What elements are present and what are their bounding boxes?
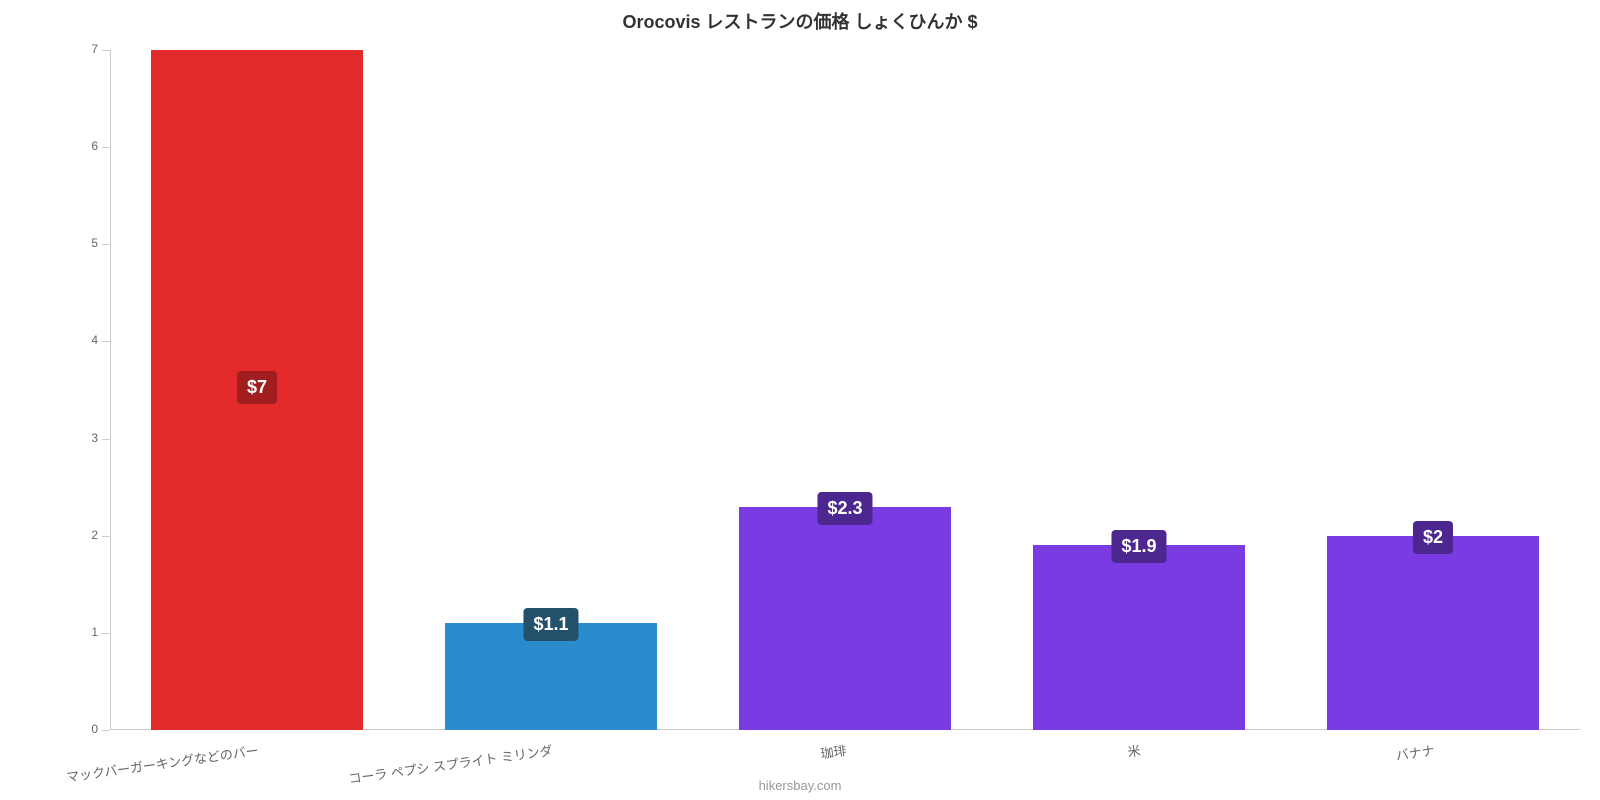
y-tick-mark bbox=[102, 244, 110, 245]
bar: $7 bbox=[151, 50, 363, 730]
y-tick-label: 1 bbox=[91, 625, 98, 639]
bar: $2.3 bbox=[739, 507, 951, 730]
y-tick-label: 5 bbox=[91, 236, 98, 250]
bar: $1.9 bbox=[1033, 545, 1245, 730]
bar-value-label: $2.3 bbox=[817, 492, 872, 525]
y-tick-label: 0 bbox=[91, 722, 98, 736]
chart-title: Orocovis レストランの価格 しょくひんか $ bbox=[0, 8, 1600, 34]
bar-value-label: $2 bbox=[1413, 521, 1453, 554]
y-tick-mark bbox=[102, 147, 110, 148]
y-tick-mark bbox=[102, 633, 110, 634]
bar-value-label: $1.1 bbox=[523, 608, 578, 641]
y-tick-mark bbox=[102, 536, 110, 537]
x-category-label: 米 bbox=[1126, 740, 1142, 761]
y-tick-mark bbox=[102, 341, 110, 342]
y-tick-label: 6 bbox=[91, 139, 98, 153]
x-category-label: 珈琲 bbox=[819, 740, 847, 762]
chart-credit: hikersbay.com bbox=[0, 778, 1600, 793]
plot-area: $7$1.1$2.3$1.9$2 01234567 bbox=[110, 50, 1580, 730]
y-tick-label: 7 bbox=[91, 42, 98, 56]
bar: $2 bbox=[1327, 536, 1539, 730]
chart-container: Orocovis レストランの価格 しょくひんか $ $7 $1.1 $2.3 $1.… bbox=[0, 0, 1600, 800]
x-category-label: バナナ bbox=[1394, 740, 1435, 764]
y-tick-label: 4 bbox=[91, 333, 98, 347]
y-tick-mark bbox=[102, 50, 110, 51]
bar: $1.1 bbox=[445, 623, 657, 730]
bar-value-label: $7 bbox=[237, 371, 277, 404]
y-tick-mark bbox=[102, 439, 110, 440]
bars-layer: $7 $1.1 $2.3 $1.9 $2 bbox=[110, 50, 1580, 730]
y-tick-label: 2 bbox=[91, 528, 98, 542]
y-tick-label: 3 bbox=[91, 431, 98, 445]
bar-value-label: $1.9 bbox=[1111, 530, 1166, 563]
y-tick-mark bbox=[102, 730, 110, 731]
